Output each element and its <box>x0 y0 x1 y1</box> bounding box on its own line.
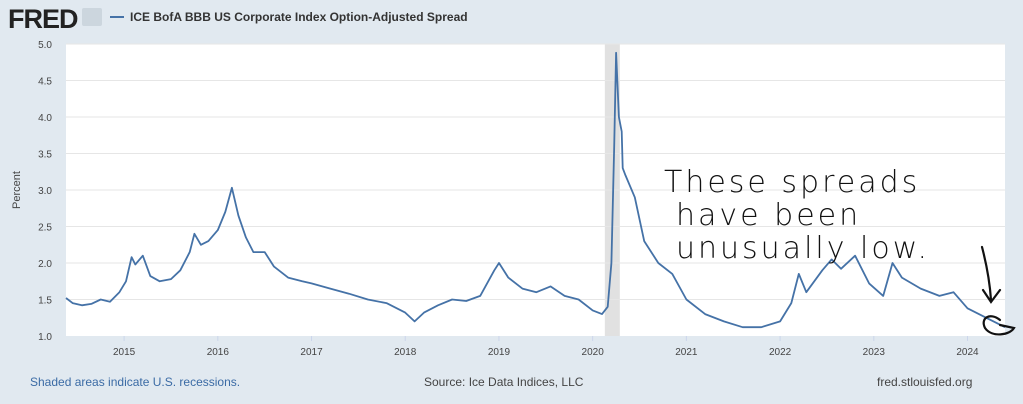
legend-item: ICE BofA BBB US Corporate Index Option-A… <box>110 10 468 24</box>
annotation-arrow <box>980 245 1002 304</box>
x-tick-label: 2019 <box>488 347 511 358</box>
x-tick-label: 2018 <box>394 347 417 358</box>
x-tick-label: 2017 <box>300 347 323 358</box>
series-line <box>65 51 1006 329</box>
legend-swatch <box>110 16 124 18</box>
y-axis-label: Percent <box>11 171 23 209</box>
source-note: Source: Ice Data Indices, LLC <box>424 375 584 389</box>
y-tick-label: 5.0 <box>38 40 52 51</box>
x-tick-label: 2015 <box>113 347 136 358</box>
y-tick-label: 1.5 <box>38 296 52 307</box>
y-tick-label: 3.5 <box>38 150 52 161</box>
y-tick-label: 2.5 <box>38 223 52 234</box>
annotation-text: These spreads <box>664 165 920 200</box>
x-tick-label: 2020 <box>582 347 605 358</box>
y-tick-label: 1.0 <box>38 332 52 343</box>
legend-label: ICE BofA BBB US Corporate Index Option-A… <box>130 10 468 24</box>
x-tick-label: 2024 <box>956 347 979 358</box>
annotation-text: unusually low. <box>676 231 930 266</box>
x-tick-label: 2022 <box>769 347 792 358</box>
x-tick-label: 2021 <box>675 347 698 358</box>
y-tick-label: 3.0 <box>38 186 52 197</box>
x-tick-label: 2016 <box>207 347 230 358</box>
annotation-circle <box>982 315 1016 336</box>
x-tick-label: 2023 <box>863 347 886 358</box>
y-tick-label: 4.5 <box>38 77 52 88</box>
y-tick-label: 4.0 <box>38 113 52 124</box>
site-link[interactable]: fred.stlouisfed.org <box>877 375 973 389</box>
recession-note: Shaded areas indicate U.S. recessions. <box>30 375 241 389</box>
y-tick-label: 2.0 <box>38 259 52 270</box>
line-chart-icon <box>82 8 102 26</box>
fred-logo[interactable]: FRED <box>8 4 78 34</box>
annotation-text: have been <box>676 198 861 233</box>
